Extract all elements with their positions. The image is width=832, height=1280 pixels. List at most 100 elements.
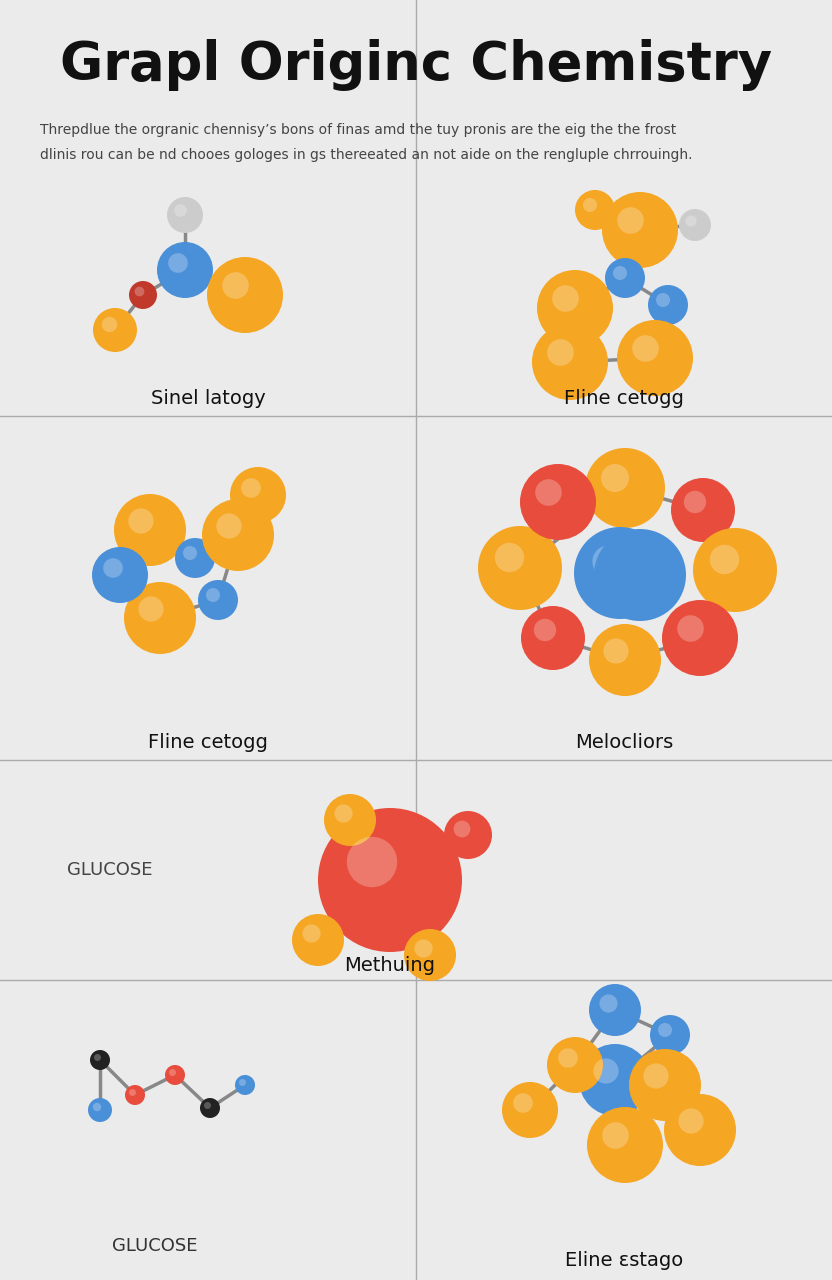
Circle shape (502, 1082, 558, 1138)
Circle shape (589, 623, 661, 696)
Circle shape (679, 209, 711, 241)
Circle shape (169, 1069, 176, 1076)
Circle shape (334, 804, 353, 823)
Circle shape (206, 588, 220, 602)
Circle shape (93, 308, 137, 352)
Circle shape (235, 1075, 255, 1094)
Circle shape (168, 253, 188, 273)
Circle shape (90, 1050, 110, 1070)
Circle shape (662, 600, 738, 676)
Text: Fline cetogg: Fline cetogg (564, 389, 684, 408)
Circle shape (629, 1050, 701, 1121)
Circle shape (453, 820, 470, 837)
Circle shape (643, 1064, 669, 1088)
Text: Sinel latogy: Sinel latogy (151, 389, 265, 408)
Circle shape (686, 215, 696, 227)
Circle shape (292, 914, 344, 966)
Circle shape (602, 192, 678, 268)
Circle shape (664, 1094, 736, 1166)
Circle shape (579, 1044, 651, 1116)
Circle shape (207, 257, 283, 333)
Circle shape (444, 812, 492, 859)
Text: Fline cetogg: Fline cetogg (148, 733, 268, 751)
Circle shape (167, 197, 203, 233)
Circle shape (537, 270, 613, 346)
Circle shape (495, 543, 524, 572)
Circle shape (174, 205, 187, 216)
Text: dlinis rou can be nd chooes gologes in gs thereeated an not aide on the renglupl: dlinis rou can be nd chooes gologes in g… (40, 148, 692, 163)
Circle shape (650, 1015, 690, 1055)
Circle shape (648, 285, 688, 325)
Text: Melocliors: Melocliors (575, 733, 673, 751)
Circle shape (103, 558, 123, 577)
Circle shape (129, 282, 157, 308)
Circle shape (534, 618, 557, 641)
Circle shape (575, 189, 615, 230)
Circle shape (347, 837, 397, 887)
Circle shape (478, 526, 562, 611)
Circle shape (602, 1123, 629, 1149)
Circle shape (710, 545, 739, 575)
Circle shape (318, 808, 462, 952)
Circle shape (93, 1103, 102, 1111)
Circle shape (124, 582, 196, 654)
Circle shape (204, 1102, 211, 1108)
Circle shape (324, 794, 376, 846)
Text: GLUCOSE: GLUCOSE (112, 1236, 198, 1254)
Circle shape (102, 316, 117, 333)
Circle shape (592, 545, 625, 577)
Circle shape (547, 1037, 603, 1093)
Text: Grapl Originc Chemistry: Grapl Originc Chemistry (60, 38, 772, 91)
Circle shape (222, 273, 249, 298)
Circle shape (200, 1098, 220, 1117)
Circle shape (216, 513, 241, 539)
Circle shape (92, 547, 148, 603)
Circle shape (302, 924, 320, 942)
Circle shape (138, 596, 164, 622)
Circle shape (520, 463, 596, 540)
Circle shape (574, 527, 666, 620)
Circle shape (129, 1089, 136, 1096)
Circle shape (125, 1085, 145, 1105)
Circle shape (521, 605, 585, 669)
Circle shape (175, 538, 215, 579)
Circle shape (594, 529, 686, 621)
Circle shape (601, 463, 629, 492)
Circle shape (114, 494, 186, 566)
Circle shape (135, 287, 145, 297)
Circle shape (632, 335, 659, 362)
Circle shape (583, 198, 597, 212)
Circle shape (94, 1053, 101, 1061)
Circle shape (230, 467, 286, 524)
Circle shape (183, 547, 197, 561)
Circle shape (587, 1107, 663, 1183)
Circle shape (241, 479, 260, 498)
Circle shape (202, 499, 274, 571)
Text: Threpdlue the orgranic chennisy’s bons of finas amd the tuy pronis are the eig t: Threpdlue the orgranic chennisy’s bons o… (40, 123, 676, 137)
Circle shape (535, 479, 562, 506)
Circle shape (617, 207, 644, 234)
Circle shape (88, 1098, 112, 1123)
Circle shape (165, 1065, 185, 1085)
Circle shape (617, 320, 693, 396)
Text: GLUCOSE: GLUCOSE (67, 861, 153, 879)
Circle shape (157, 242, 213, 298)
Circle shape (671, 477, 735, 541)
Circle shape (128, 508, 154, 534)
Text: Methuing: Methuing (344, 956, 435, 975)
Circle shape (513, 1093, 532, 1112)
Circle shape (599, 995, 617, 1012)
Circle shape (684, 490, 706, 513)
Circle shape (552, 285, 579, 312)
Circle shape (547, 339, 574, 366)
Circle shape (589, 984, 641, 1036)
Circle shape (677, 616, 704, 641)
Circle shape (658, 1023, 672, 1037)
Circle shape (404, 929, 456, 980)
Circle shape (603, 639, 629, 663)
Circle shape (532, 324, 608, 399)
Circle shape (605, 259, 645, 298)
Circle shape (678, 1108, 704, 1134)
Circle shape (656, 293, 670, 307)
Text: Eline εstago: Eline εstago (565, 1251, 683, 1270)
